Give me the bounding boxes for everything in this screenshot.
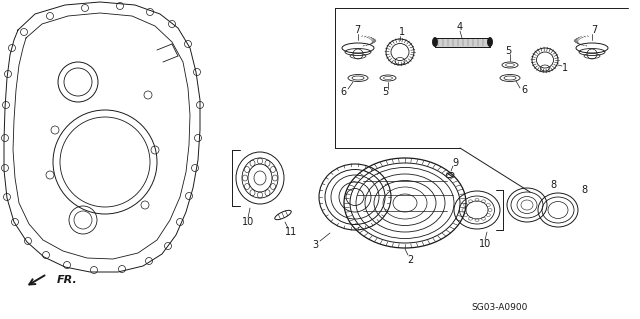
Text: 5: 5	[505, 46, 511, 56]
Text: 1: 1	[562, 63, 568, 73]
Text: 10: 10	[242, 217, 254, 227]
Text: 2: 2	[407, 255, 413, 265]
Text: 1: 1	[399, 27, 405, 37]
Text: 8: 8	[550, 180, 556, 190]
Text: 7: 7	[354, 25, 360, 35]
Text: SG03-A0900: SG03-A0900	[472, 303, 528, 313]
Text: 7: 7	[591, 25, 597, 35]
Text: 6: 6	[340, 87, 346, 97]
Text: 3: 3	[312, 240, 318, 250]
Text: 5: 5	[382, 87, 388, 97]
Text: 4: 4	[457, 22, 463, 32]
Text: 9: 9	[452, 158, 458, 168]
Ellipse shape	[433, 38, 438, 47]
Text: 11: 11	[285, 227, 297, 237]
Text: 10: 10	[479, 239, 491, 249]
Text: 8: 8	[581, 185, 587, 195]
Text: 6: 6	[521, 85, 527, 95]
Ellipse shape	[488, 38, 493, 47]
Bar	[435, 38, 490, 47]
Text: FR.: FR.	[57, 275, 77, 285]
